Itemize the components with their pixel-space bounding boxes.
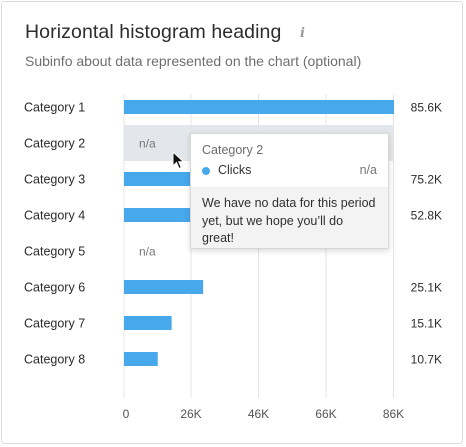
bar <box>124 316 172 330</box>
category-label: Category 3 <box>24 173 85 187</box>
mouse-pointer-icon <box>172 151 185 170</box>
category-label: Category 8 <box>24 353 85 367</box>
x-tick-label: 86K <box>383 407 404 421</box>
category-label: Category 7 <box>24 317 85 331</box>
category-label: Category 4 <box>24 209 85 223</box>
chart-tooltip: Category 2 Clicks n/a We have no data fo… <box>190 133 389 249</box>
tooltip-message: We have no data for this period yet, but… <box>191 187 388 248</box>
na-label: n/a <box>139 245 156 259</box>
na-label: n/a <box>139 137 156 151</box>
category-label: Category 2 <box>24 137 85 151</box>
x-tick-label: 26K <box>180 407 201 421</box>
bar <box>124 100 394 114</box>
info-icon[interactable]: i <box>300 26 305 41</box>
category-label: Category 1 <box>24 101 85 115</box>
value-label: 15.1K <box>411 317 442 331</box>
x-tick-label: 46K <box>248 407 269 421</box>
category-label: Category 5 <box>24 245 85 259</box>
category-label: Category 6 <box>24 281 85 295</box>
value-label: 10.7K <box>411 353 442 367</box>
chart-title: Horizontal histogram heading <box>25 21 282 43</box>
tooltip-series-name: Clicks <box>218 163 252 177</box>
value-label: 85.6K <box>411 101 442 115</box>
value-label: 75.2K <box>411 173 442 187</box>
chart-subtitle: Subinfo about data represented on the ch… <box>25 53 362 69</box>
bar <box>124 352 158 366</box>
tooltip-value: n/a <box>359 163 377 177</box>
value-label: 25.1K <box>411 281 442 295</box>
tooltip-series-dot <box>202 167 210 175</box>
x-tick-label: 66K <box>315 407 336 421</box>
x-tick-label: 0 <box>123 407 130 421</box>
bar <box>124 280 204 294</box>
tooltip-title: Category 2 <box>202 143 264 157</box>
value-label: 52.8K <box>411 209 442 223</box>
